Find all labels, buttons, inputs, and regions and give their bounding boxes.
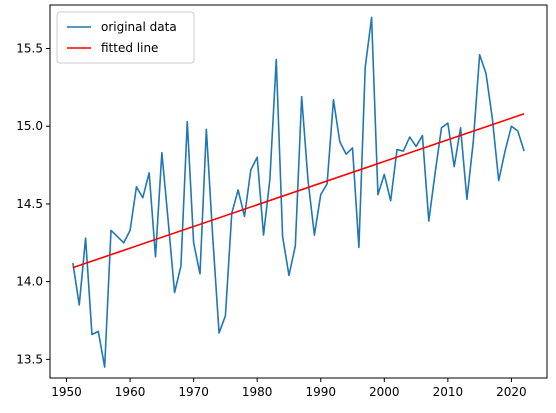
x-tick-label: 1950 — [51, 385, 82, 399]
y-tick-label: 13.5 — [16, 352, 43, 366]
legend: original data fitted line — [56, 11, 195, 64]
legend-label-original-data: original data — [101, 20, 177, 34]
series-layer — [72, 16, 525, 368]
plot-frame — [49, 4, 548, 379]
series-line-0 — [72, 16, 525, 368]
series-line-1 — [72, 113, 525, 269]
x-tick-label: 1990 — [305, 385, 336, 399]
x-axis: 1950 1960 1970 1980 1990 2000 2010 2020 — [51, 378, 527, 399]
y-tick-label: 15.5 — [16, 42, 43, 56]
y-axis: 13.5 14.0 14.5 15.0 15.5 — [16, 42, 50, 366]
x-tick-label: 1980 — [242, 385, 273, 399]
y-tick-label: 14.0 — [16, 275, 43, 289]
y-tick-label: 14.5 — [16, 197, 43, 211]
y-tick-label: 15.0 — [16, 119, 43, 133]
x-tick-label: 2020 — [496, 385, 527, 399]
legend-box — [56, 11, 195, 64]
x-tick-label: 1970 — [178, 385, 209, 399]
legend-label-fitted-line: fitted line — [101, 41, 158, 55]
x-tick-label: 2010 — [433, 385, 464, 399]
x-tick-label: 2000 — [369, 385, 400, 399]
x-tick-label: 1960 — [115, 385, 146, 399]
